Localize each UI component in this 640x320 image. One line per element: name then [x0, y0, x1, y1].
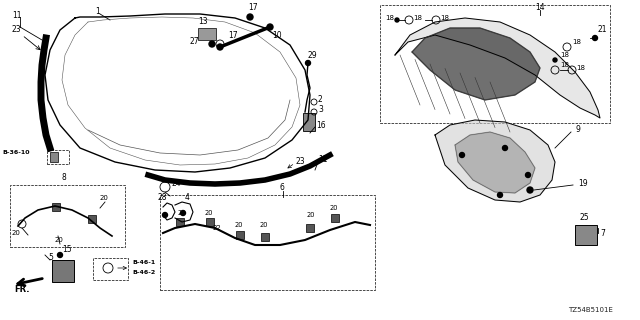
Bar — [303, 113, 315, 131]
Text: 23: 23 — [12, 26, 22, 35]
Circle shape — [58, 252, 63, 258]
Text: 14: 14 — [535, 4, 545, 12]
Text: 10: 10 — [272, 30, 282, 39]
Polygon shape — [412, 28, 540, 100]
Circle shape — [180, 211, 186, 215]
Text: 17: 17 — [228, 30, 237, 39]
Text: 9: 9 — [575, 125, 580, 134]
Text: B-46-1: B-46-1 — [132, 260, 156, 266]
Polygon shape — [435, 120, 555, 202]
Text: TZ54B5101E: TZ54B5101E — [568, 307, 613, 313]
Text: 4: 4 — [185, 194, 190, 203]
Bar — [93, 258, 128, 280]
Bar — [331, 214, 339, 222]
Polygon shape — [455, 132, 535, 193]
Text: 20: 20 — [205, 210, 214, 216]
Text: 20: 20 — [330, 205, 339, 211]
Text: 22: 22 — [213, 225, 221, 231]
Circle shape — [525, 172, 531, 178]
Text: 3: 3 — [318, 106, 323, 115]
Text: 21: 21 — [598, 26, 607, 35]
Bar — [10, 185, 125, 247]
Circle shape — [163, 212, 168, 218]
Text: 20: 20 — [178, 210, 186, 216]
Circle shape — [527, 187, 533, 193]
Text: 18: 18 — [572, 39, 581, 45]
Text: 11: 11 — [318, 156, 328, 164]
Text: 6: 6 — [280, 183, 285, 193]
Text: 20: 20 — [260, 222, 269, 228]
Circle shape — [267, 24, 273, 30]
Circle shape — [502, 146, 508, 150]
Text: 18: 18 — [385, 15, 394, 21]
Bar — [198, 28, 216, 40]
Circle shape — [553, 58, 557, 62]
Bar — [206, 218, 214, 226]
Text: 11: 11 — [12, 11, 22, 20]
Text: 19: 19 — [578, 179, 588, 188]
Circle shape — [305, 60, 310, 66]
Text: 24: 24 — [172, 179, 182, 188]
Text: 18: 18 — [413, 15, 422, 21]
Text: 20: 20 — [55, 237, 64, 243]
Text: 28: 28 — [157, 194, 166, 203]
Text: 20: 20 — [12, 230, 21, 236]
Text: B-46-2: B-46-2 — [132, 269, 156, 275]
Text: 18: 18 — [560, 52, 569, 58]
Bar — [261, 233, 269, 241]
Circle shape — [217, 44, 223, 50]
Text: 15: 15 — [62, 244, 72, 253]
Text: 20: 20 — [100, 195, 109, 201]
Bar — [575, 225, 597, 245]
Text: FR.: FR. — [14, 285, 29, 294]
Bar — [306, 224, 314, 232]
Text: 16: 16 — [316, 121, 326, 130]
Circle shape — [247, 14, 253, 20]
Text: 17: 17 — [248, 4, 258, 12]
Text: 27: 27 — [190, 37, 200, 46]
Bar — [380, 5, 610, 123]
Circle shape — [497, 193, 502, 197]
Text: 1: 1 — [95, 7, 100, 17]
Bar — [50, 152, 58, 162]
Bar — [88, 215, 96, 223]
Text: 18: 18 — [560, 62, 569, 68]
Bar — [47, 150, 69, 164]
Text: 2: 2 — [318, 95, 323, 105]
Bar — [176, 218, 184, 226]
Text: 18: 18 — [576, 65, 585, 71]
Bar — [52, 260, 74, 282]
Bar — [52, 203, 60, 211]
Circle shape — [209, 41, 215, 47]
Circle shape — [593, 36, 598, 41]
Text: 20: 20 — [235, 222, 243, 228]
Polygon shape — [395, 18, 600, 118]
Text: 23: 23 — [295, 157, 305, 166]
Text: 5: 5 — [48, 253, 53, 262]
Text: 8: 8 — [62, 173, 67, 182]
Bar — [160, 195, 375, 290]
Text: 13: 13 — [198, 18, 207, 27]
Text: B-36-10: B-36-10 — [2, 150, 29, 156]
Text: 7: 7 — [600, 228, 605, 237]
Text: 29: 29 — [307, 51, 317, 60]
Text: 18: 18 — [440, 15, 449, 21]
Text: 25: 25 — [580, 213, 589, 222]
Circle shape — [395, 18, 399, 22]
Text: 20: 20 — [307, 212, 316, 218]
Circle shape — [460, 153, 465, 157]
Bar — [236, 231, 244, 239]
